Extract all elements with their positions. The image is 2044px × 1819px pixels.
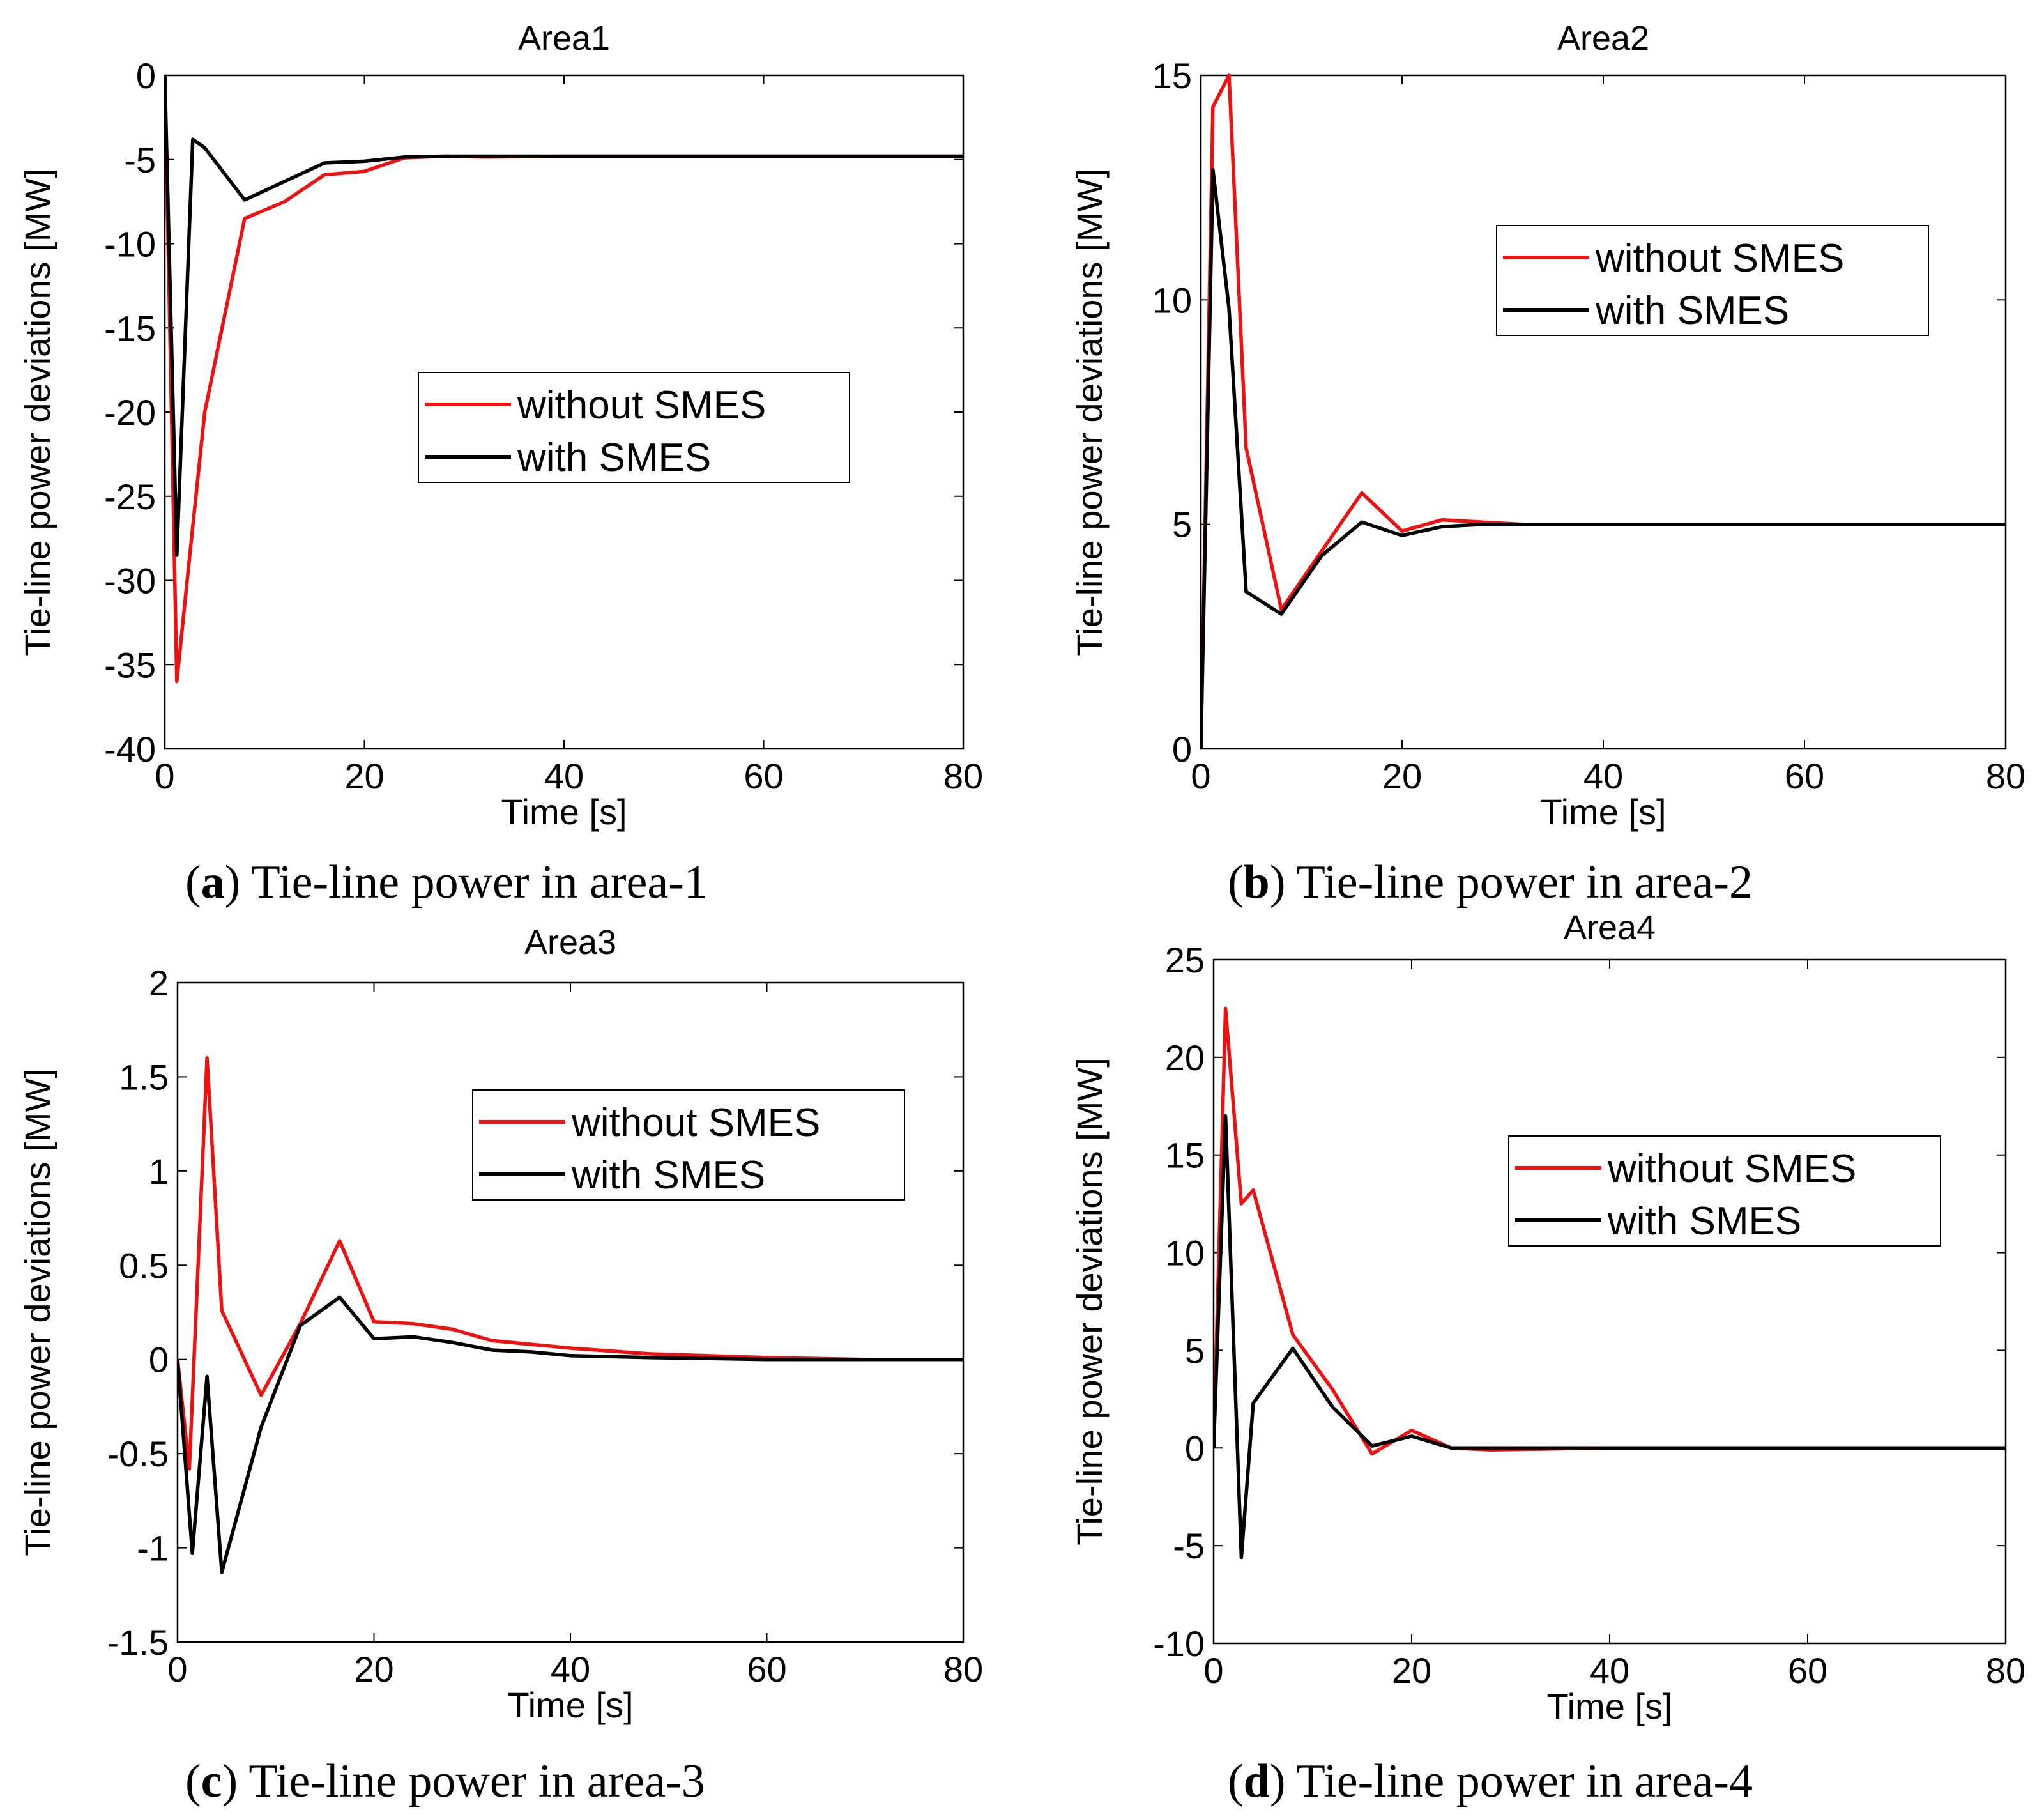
legend-box xyxy=(1496,225,1929,336)
chart-title: Area3 xyxy=(524,923,616,962)
y-tick-label: -1.5 xyxy=(107,1622,169,1662)
x-axis-label: Time [s] xyxy=(1546,1686,1672,1726)
legend: without SMES with SMES xyxy=(1496,225,1929,336)
x-tick-label: 60 xyxy=(1785,756,1824,796)
y-tick-label: 1.5 xyxy=(119,1057,169,1097)
chart-panel-3: Area3 0 20 40 60 80 -1.5 -1 -0.5 0 0.5 1 1.5 2 Time [s… xyxy=(17,923,983,1807)
x-tick-label: 80 xyxy=(1986,1650,2025,1691)
x-tick-label: 60 xyxy=(1788,1650,1827,1691)
x-tick-label: 80 xyxy=(943,756,983,796)
y-tick-label: 10 xyxy=(1165,1233,1205,1273)
x-tick-label: 0 xyxy=(167,1649,187,1689)
chart-panel-4: Area4 0 20 40 60 80 -10 -5 0 5 10 15 20 25 Time [s] Tie… xyxy=(1069,909,2025,1807)
series-line-with-smes xyxy=(1214,1114,2006,1560)
y-tick-label: 20 xyxy=(1165,1038,1205,1078)
y-axis-label: Tie-line power deviations [MW] xyxy=(17,1068,57,1556)
x-tick-label: 40 xyxy=(544,756,584,796)
x-tick-label: 60 xyxy=(744,756,783,796)
x-tick-label: 60 xyxy=(747,1649,786,1689)
series-line-without-smes xyxy=(1201,73,2006,749)
series-line-with-smes xyxy=(178,1295,963,1574)
x-tick-label: 0 xyxy=(1203,1650,1223,1691)
y-tick-label: 0.5 xyxy=(119,1245,169,1286)
panel-caption: (b) Tie-line power in area-2 xyxy=(1228,856,1753,909)
x-tick-label: 40 xyxy=(1583,756,1623,796)
plot-area xyxy=(1200,74,2007,750)
x-tick-label: 0 xyxy=(155,756,174,796)
legend-box xyxy=(418,372,850,483)
series-line-with-smes xyxy=(165,75,963,557)
y-tick-label: 10 xyxy=(1152,280,1192,320)
y-tick-label: -10 xyxy=(104,224,156,265)
legend-label: with SMES xyxy=(1607,1199,1801,1243)
y-tick-label: -5 xyxy=(1173,1526,1205,1566)
chart-title: Area2 xyxy=(1557,19,1649,58)
legend: without SMES with SMES xyxy=(472,1089,905,1201)
x-tick-label: 20 xyxy=(1382,756,1422,796)
y-tick-label: -10 xyxy=(1153,1623,1205,1664)
legend-label: without SMES xyxy=(1607,1147,1856,1191)
plot-area xyxy=(176,981,965,1643)
y-tick-label: -1 xyxy=(137,1528,169,1569)
x-tick-label: 40 xyxy=(551,1649,590,1689)
y-tick-label: -20 xyxy=(104,392,156,433)
y-tick-label: 15 xyxy=(1152,56,1192,96)
y-tick-label: -25 xyxy=(104,477,156,517)
legend-box xyxy=(1508,1135,1941,1247)
legend-label: without SMES xyxy=(1595,236,1844,280)
chart-title: Area4 xyxy=(1564,909,1656,947)
y-tick-label: 25 xyxy=(1165,940,1205,980)
y-tick-label: 5 xyxy=(1185,1330,1205,1370)
y-tick-label: 0 xyxy=(1185,1428,1205,1468)
legend-label: with SMES xyxy=(571,1153,765,1197)
y-tick-label: 0 xyxy=(149,1340,169,1380)
legend: without SMES with SMES xyxy=(418,372,850,483)
x-tick-label: 40 xyxy=(1590,1650,1629,1691)
x-axis-label: Time [s] xyxy=(501,792,627,832)
y-tick-label: -35 xyxy=(104,645,156,685)
panel-caption: (c) Tie-line power in area-3 xyxy=(185,1755,705,1807)
y-axis-label: Tie-line power deviations [MW] xyxy=(1069,168,1110,656)
y-tick-label: 15 xyxy=(1165,1135,1205,1176)
x-tick-label: 20 xyxy=(1392,1650,1431,1691)
y-tick-label: -30 xyxy=(104,561,156,601)
y-tick-label: -15 xyxy=(104,308,156,348)
y-tick-label: -40 xyxy=(104,729,156,769)
x-tick-label: 80 xyxy=(943,1649,983,1689)
y-tick-label: 2 xyxy=(149,963,169,1003)
y-tick-label: 0 xyxy=(1172,729,1192,769)
legend-label: without SMES xyxy=(571,1101,820,1145)
y-tick-label: 1 xyxy=(149,1151,169,1192)
y-axis-label: Tie-line power deviations [MW] xyxy=(17,168,57,656)
y-tick-label: -5 xyxy=(124,140,156,180)
legend-box xyxy=(472,1089,905,1201)
y-tick-label: -0.5 xyxy=(107,1434,169,1474)
series-line-without-smes xyxy=(178,1056,963,1471)
chart-panel-1: Area1 0 20 40 60 80 -40 -35 -30 -25 -20 -15 -10 -5 0 Ti… xyxy=(17,19,983,909)
panel-caption: (a) Tie-line power in area-1 xyxy=(185,856,708,909)
panel-caption: (d) Tie-line power in area-4 xyxy=(1228,1755,1753,1807)
legend-label: with SMES xyxy=(517,436,711,480)
y-tick-label: 5 xyxy=(1172,505,1192,545)
plot-area xyxy=(1212,958,2007,1645)
x-axis-label: Time [s] xyxy=(507,1685,633,1725)
chart-panel-2: Area2 0 20 40 60 80 0 5 10 15 Time [s] Tie-line pow… xyxy=(1069,19,2025,909)
chart-title: Area1 xyxy=(518,19,610,58)
x-tick-label: 0 xyxy=(1191,756,1210,796)
x-tick-label: 80 xyxy=(1986,756,2025,796)
legend: without SMES with SMES xyxy=(1508,1135,1941,1247)
x-tick-label: 20 xyxy=(354,1649,393,1689)
legend-label: without SMES xyxy=(517,383,766,427)
y-axis-label: Tie-line power deviations [MW] xyxy=(1069,1057,1110,1546)
x-tick-label: 20 xyxy=(344,756,384,796)
x-axis-label: Time [s] xyxy=(1540,792,1666,832)
y-tick-label: 0 xyxy=(136,56,156,96)
series-line-with-smes xyxy=(1201,167,2006,749)
legend-label: with SMES xyxy=(1595,289,1789,333)
